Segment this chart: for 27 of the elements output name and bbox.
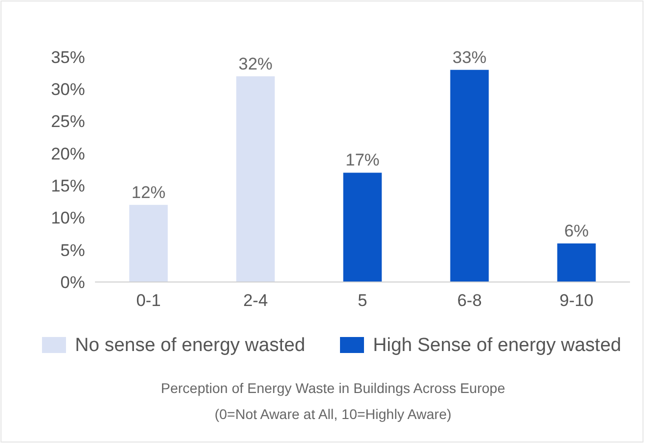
y-tick-label: 30%: [50, 80, 85, 100]
x-tick-label: 6-8: [457, 291, 482, 310]
bar: [236, 76, 275, 282]
y-tick-label: 10%: [50, 208, 85, 228]
y-tick-label: 15%: [50, 176, 85, 196]
x-tick-label: 0-1: [136, 291, 161, 310]
bar: [450, 70, 489, 282]
bar: [557, 243, 596, 282]
bar: [343, 172, 382, 282]
data-label: 32%: [238, 54, 273, 74]
y-tick-label: 20%: [50, 144, 85, 164]
bar: [129, 204, 168, 282]
y-tick-label: 25%: [50, 112, 85, 132]
legend-label: No sense of energy wasted: [75, 335, 306, 356]
x-tick-label: 9-10: [559, 291, 594, 310]
x-tick-label: 5: [358, 291, 368, 310]
y-tick-label: 5%: [60, 240, 85, 260]
y-tick-label: 0%: [60, 272, 85, 292]
text: (0=Not Aware at All, 10=Highly Aware): [214, 406, 452, 422]
data-label: 33%: [452, 48, 487, 67]
text: Perception of Energy Waste in Buildings Across Europe: [160, 380, 506, 396]
y-tick-label: 35%: [50, 48, 85, 67]
legend-label: High Sense of energy wasted: [373, 335, 622, 356]
data-label: 6%: [564, 221, 589, 240]
data-label: 12%: [131, 182, 166, 202]
x-tick-label: 2-4: [243, 291, 268, 310]
data-label: 17%: [345, 150, 380, 170]
